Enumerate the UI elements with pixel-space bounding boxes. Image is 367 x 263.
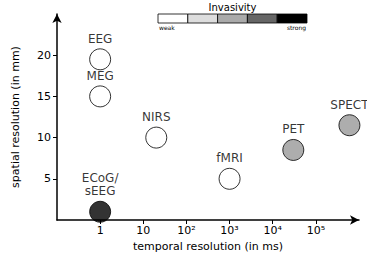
svg-text:10³: 10³	[220, 224, 238, 237]
svg-text:10⁵: 10⁵	[307, 224, 325, 237]
svg-text:10: 10	[136, 224, 150, 237]
svg-text:temporal resolution (in ms): temporal resolution (in ms)	[133, 240, 283, 253]
svg-text:strong: strong	[287, 24, 306, 32]
svg-text:15: 15	[37, 90, 51, 103]
svg-text:1: 1	[97, 224, 104, 237]
svg-text:fMRI: fMRI	[216, 151, 242, 165]
svg-text:20: 20	[37, 49, 51, 62]
svg-text:10²: 10²	[177, 224, 195, 237]
svg-text:PET: PET	[282, 122, 305, 136]
svg-text:Invasivity: Invasivity	[209, 2, 257, 13]
svg-text:MEG: MEG	[87, 69, 114, 83]
svg-text:SPECT: SPECT	[330, 98, 367, 112]
svg-text:10⁴: 10⁴	[264, 224, 283, 237]
svg-text:NIRS: NIRS	[142, 110, 170, 124]
svg-text:5: 5	[44, 172, 51, 185]
svg-text:10: 10	[37, 131, 51, 144]
svg-text:EEG: EEG	[88, 32, 112, 46]
svg-text:sEEG: sEEG	[85, 184, 116, 198]
svg-text:weak: weak	[159, 24, 175, 31]
svg-text:spatial resolution (in mm): spatial resolution (in mm)	[9, 46, 22, 188]
svg-text:ECoG/: ECoG/	[82, 171, 120, 185]
